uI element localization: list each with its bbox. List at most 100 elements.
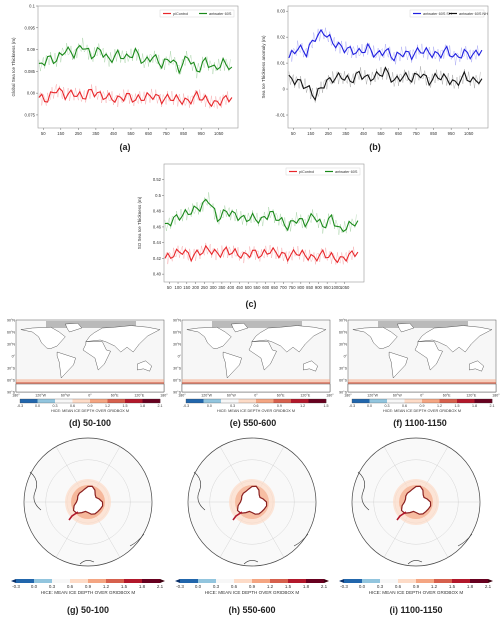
y-tick-label: 0.48 bbox=[153, 209, 162, 214]
peninsula-ice bbox=[396, 511, 407, 521]
lon-label: 120°W bbox=[367, 394, 378, 398]
colorbar-cell bbox=[273, 399, 292, 403]
x-tick-label: 700 bbox=[280, 285, 288, 290]
colorbar-cell bbox=[88, 579, 107, 583]
colorbar-cell bbox=[270, 579, 289, 583]
lat-label: 0° bbox=[178, 354, 182, 358]
y-tick-label: 0.08 bbox=[27, 91, 36, 96]
colorbar-cell bbox=[70, 579, 89, 583]
x-tick-label: 350 bbox=[342, 131, 350, 136]
caption-f: (f) 1100-1150 bbox=[370, 418, 470, 428]
continent-outline bbox=[231, 322, 249, 333]
lon-label: 60°E bbox=[111, 394, 119, 398]
y-tick-label: 0.075 bbox=[25, 112, 36, 117]
colorbar-cell bbox=[52, 579, 71, 583]
colorbar-tick-label: 1.8 bbox=[140, 404, 145, 408]
x-tick-label: 250 bbox=[75, 131, 83, 136]
caption-i-letter: (i) bbox=[389, 605, 398, 615]
continent-outline bbox=[397, 322, 415, 333]
y-axis-label: Sea Ice Thickness anomaly (m) bbox=[261, 35, 266, 98]
colorbar-tick-label: 1.8 bbox=[472, 404, 477, 408]
x-tick-label: 550 bbox=[253, 285, 261, 290]
colorbar-tick-label: 0.3 bbox=[53, 404, 58, 408]
continent-outline bbox=[65, 322, 83, 333]
colorbar-tick-label: 0.3 bbox=[385, 404, 390, 408]
x-tick-label: 650 bbox=[145, 131, 153, 136]
lat-label: 30°N bbox=[173, 342, 181, 346]
continent-outline bbox=[82, 341, 111, 371]
lon-label: 0° bbox=[254, 394, 258, 398]
continent-outline bbox=[56, 351, 76, 379]
continent-outline bbox=[469, 360, 484, 372]
series-noise-line bbox=[38, 84, 231, 109]
colorbar-tick-label: 0.3 bbox=[377, 584, 384, 589]
south-america-outline bbox=[357, 471, 370, 511]
colorbar-cell bbox=[16, 579, 35, 583]
x-tick-label: 950 bbox=[448, 131, 456, 136]
x-tick-label: 200 bbox=[192, 285, 200, 290]
colorbar-tick-label: -0.3 bbox=[12, 584, 20, 589]
colorbar-tick-label: 0.0 bbox=[195, 584, 202, 589]
colorbar-title: HICE: MEAN ICE DEPTH OVER GRIDBOX M bbox=[369, 590, 464, 595]
continent-outline bbox=[248, 341, 277, 371]
lat-label: 30°S bbox=[173, 366, 181, 370]
colorbar-title: HICE: MEAN ICE DEPTH OVER GRIDBOX M bbox=[205, 590, 300, 595]
lon-label: 60°W bbox=[393, 394, 402, 398]
y-tick-label: 0.09 bbox=[27, 47, 36, 52]
x-tick-label: 250 bbox=[201, 285, 209, 290]
colorbar-cell bbox=[180, 579, 199, 583]
antarctic-ice-band bbox=[16, 379, 164, 384]
colorbar-tick-label: 0.9 bbox=[420, 404, 425, 408]
colorbar-cell bbox=[20, 399, 38, 403]
arctic-ice bbox=[46, 321, 136, 328]
y-tick-label: 0.44 bbox=[153, 240, 162, 245]
lon-label: 0° bbox=[420, 394, 424, 398]
series-noise-line bbox=[164, 192, 357, 235]
lat-label: 30°N bbox=[339, 342, 347, 346]
caption-c: (c) bbox=[245, 299, 257, 309]
colorbar-tick-label: 1.2 bbox=[431, 584, 438, 589]
caption-g-letter: (g) bbox=[66, 605, 79, 615]
continent-outline bbox=[186, 326, 232, 350]
x-tick-label: 50 bbox=[291, 131, 296, 136]
lon-label: 180° bbox=[492, 394, 500, 398]
new-zealand-outline bbox=[243, 560, 259, 565]
lat-label: 90°S bbox=[339, 390, 347, 394]
colorbar-cell bbox=[37, 399, 56, 403]
colorbar-cell bbox=[362, 579, 381, 583]
colorbar-cell bbox=[470, 579, 489, 583]
x-tick-label: 150 bbox=[183, 285, 191, 290]
lon-label: 60°W bbox=[227, 394, 236, 398]
colorbar-tick-label: 1.2 bbox=[300, 404, 305, 408]
x-tick-label: 1000 bbox=[331, 285, 341, 290]
colorbar-tick-label: 0.0 bbox=[207, 404, 212, 408]
caption-d: (d) 50-100 bbox=[40, 418, 140, 428]
legend-entry: piControl bbox=[299, 170, 314, 174]
caption-h-letter: (h) bbox=[228, 605, 240, 615]
lon-label: 60°W bbox=[61, 394, 70, 398]
colorbar-cell bbox=[72, 399, 91, 403]
lon-label: 180° bbox=[344, 394, 352, 398]
lat-label: 30°S bbox=[7, 366, 15, 370]
colorbar-title: HICE: MEAN ICE DEPTH OVER GRIDBOX M bbox=[383, 409, 461, 413]
colorbar-cell bbox=[107, 399, 126, 403]
colorbar-cell bbox=[439, 399, 458, 403]
peninsula-ice bbox=[232, 511, 243, 521]
y-tick-label: 0 bbox=[283, 87, 286, 92]
x-tick-label: 650 bbox=[395, 131, 403, 136]
colorbar-tick-label: 0.0 bbox=[359, 584, 366, 589]
map-d: 90°N 60°N 30°N 0° 30°S 60°S 90°S 180° 120°W 60°W 0… bbox=[2, 316, 170, 416]
colorbar-tick-label: 1.2 bbox=[267, 584, 274, 589]
series-line-0 bbox=[288, 28, 483, 62]
antarctic-ice-edge bbox=[348, 382, 496, 384]
colorbar-arrow-right bbox=[488, 579, 493, 583]
colorbar-tick-label: 0.6 bbox=[231, 584, 238, 589]
colorbar-arrow-left bbox=[339, 579, 344, 583]
caption-e-letter: (e) bbox=[229, 418, 241, 428]
continent-outline bbox=[414, 341, 443, 371]
colorbar-cell bbox=[352, 399, 370, 403]
lat-label: 90°N bbox=[173, 318, 181, 322]
caption-g-range: 50-100 bbox=[80, 605, 110, 615]
polar-h: -0.3 0.0 0.3 0.6 0.9 1.2 1.5 1.8 2.1 HICE: MEAN I… bbox=[172, 432, 332, 602]
peninsula-ice bbox=[68, 511, 79, 521]
